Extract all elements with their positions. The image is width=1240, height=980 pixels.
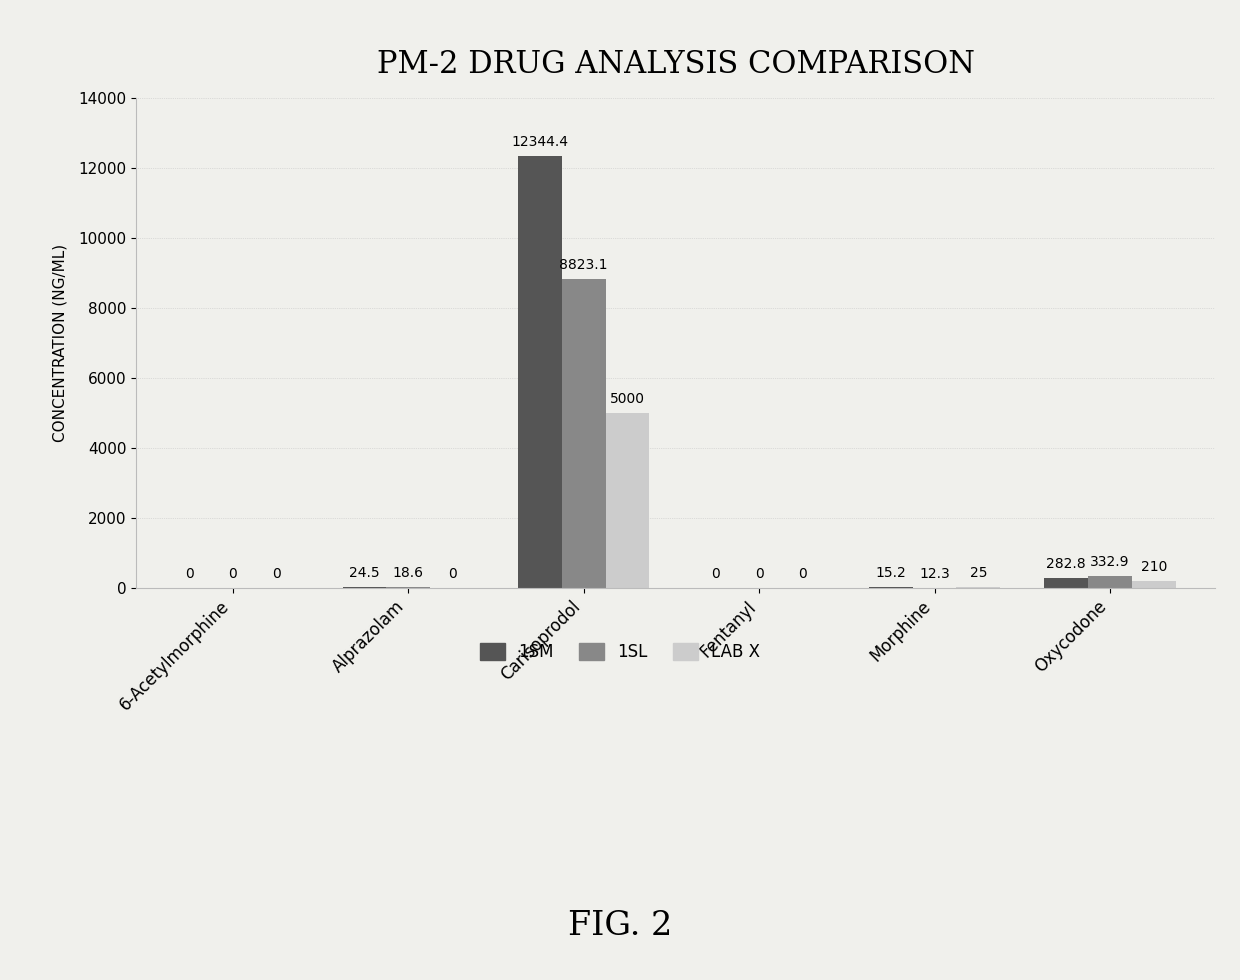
Text: 0: 0 bbox=[228, 567, 237, 581]
Bar bbox=[1044, 578, 1087, 588]
Text: 210: 210 bbox=[1141, 560, 1167, 573]
Text: 8823.1: 8823.1 bbox=[559, 258, 608, 272]
Text: 0: 0 bbox=[799, 567, 807, 581]
Y-axis label: CONCENTRATION (NG/ML): CONCENTRATION (NG/ML) bbox=[52, 244, 67, 442]
Text: 5000: 5000 bbox=[610, 392, 645, 406]
Text: 332.9: 332.9 bbox=[1090, 556, 1130, 569]
Text: 12.3: 12.3 bbox=[919, 566, 950, 580]
Text: 15.2: 15.2 bbox=[875, 566, 906, 580]
Text: 0: 0 bbox=[755, 567, 764, 581]
Bar bbox=[1132, 580, 1176, 588]
Text: 18.6: 18.6 bbox=[393, 566, 424, 580]
Legend: 1SM, 1SL, LAB X: 1SM, 1SL, LAB X bbox=[474, 636, 766, 667]
Bar bbox=[1087, 576, 1132, 588]
Title: PM-2 DRUG ANALYSIS COMPARISON: PM-2 DRUG ANALYSIS COMPARISON bbox=[377, 49, 975, 80]
Text: 0: 0 bbox=[448, 567, 456, 581]
Text: 0: 0 bbox=[185, 567, 193, 581]
Bar bbox=[518, 156, 562, 588]
Text: FIG. 2: FIG. 2 bbox=[568, 910, 672, 942]
Text: 282.8: 282.8 bbox=[1047, 557, 1086, 571]
Bar bbox=[562, 279, 605, 588]
Text: 25: 25 bbox=[970, 566, 987, 580]
Text: 12344.4: 12344.4 bbox=[511, 135, 568, 149]
Text: 0: 0 bbox=[711, 567, 719, 581]
Text: 0: 0 bbox=[273, 567, 281, 581]
Text: 24.5: 24.5 bbox=[350, 566, 379, 580]
Bar bbox=[605, 413, 650, 588]
